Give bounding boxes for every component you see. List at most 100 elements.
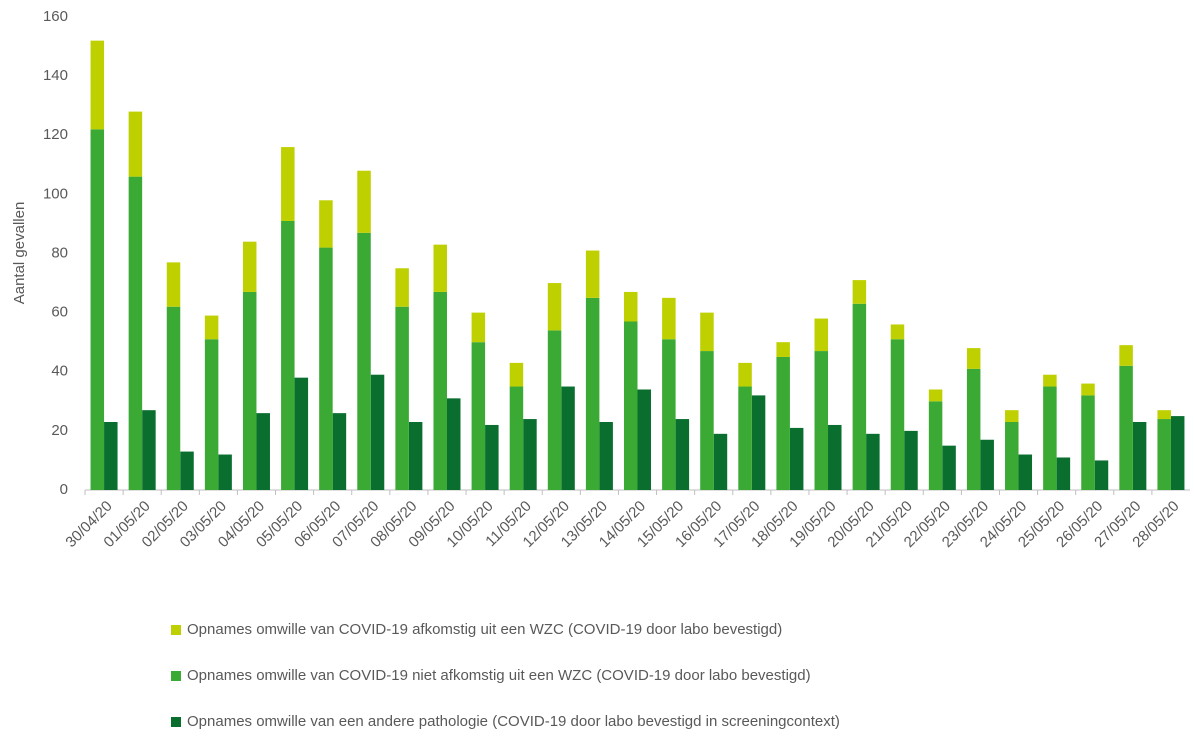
bar xyxy=(90,40,105,130)
bar xyxy=(357,232,371,490)
bar xyxy=(1119,365,1133,490)
y-tick-label: 0 xyxy=(60,481,68,498)
bar xyxy=(204,315,219,340)
bar xyxy=(166,306,181,490)
bar xyxy=(319,200,333,248)
legend-label: Opnames omwille van COVID-19 afkomstig u… xyxy=(187,621,782,638)
bar xyxy=(776,356,790,490)
bar xyxy=(624,321,638,490)
bar xyxy=(624,291,638,322)
bar xyxy=(1157,410,1171,420)
bar xyxy=(357,170,371,233)
bar xyxy=(585,250,600,298)
bar xyxy=(90,129,105,490)
y-tick-label: 100 xyxy=(43,185,68,202)
bar xyxy=(471,312,486,343)
bar xyxy=(1005,410,1019,423)
bar xyxy=(180,451,194,490)
bar xyxy=(738,362,752,387)
legend-marker xyxy=(171,625,181,635)
bar xyxy=(662,297,676,340)
bar xyxy=(1081,395,1095,490)
y-tick-label: 40 xyxy=(51,363,68,380)
legend-marker xyxy=(171,671,181,681)
bar xyxy=(509,386,524,490)
bar xyxy=(1043,374,1057,387)
bar xyxy=(866,433,880,490)
bar xyxy=(128,176,143,490)
bar xyxy=(142,410,156,490)
bar xyxy=(738,386,752,490)
bar xyxy=(561,386,575,490)
bar xyxy=(395,306,409,490)
bar xyxy=(585,297,600,490)
y-tick-label: 60 xyxy=(51,304,68,321)
bar xyxy=(218,454,232,490)
bar xyxy=(852,303,867,490)
y-axis-label: Aantal gevallen xyxy=(11,202,28,305)
bar xyxy=(1132,422,1147,490)
y-tick-label: 160 xyxy=(43,8,68,25)
bar xyxy=(408,422,423,490)
bar xyxy=(204,339,219,490)
bar xyxy=(675,419,690,490)
legend-marker xyxy=(171,717,181,727)
bar xyxy=(294,377,309,490)
legend-label: Opnames omwille van COVID-19 niet afkoms… xyxy=(187,667,811,684)
bar xyxy=(523,419,537,490)
bar xyxy=(1157,419,1171,490)
bar xyxy=(1094,460,1109,490)
bar xyxy=(433,291,447,490)
bar xyxy=(599,422,613,490)
bar xyxy=(789,427,804,490)
bar xyxy=(471,342,486,490)
legend-label: Opnames omwille van een andere pathologi… xyxy=(187,713,840,730)
bar xyxy=(1043,386,1057,490)
bar xyxy=(166,262,181,307)
bar xyxy=(928,389,943,402)
bar xyxy=(700,351,714,490)
y-tick-label: 80 xyxy=(51,244,68,261)
bar xyxy=(776,342,790,357)
bar xyxy=(547,330,562,490)
y-tick-label: 120 xyxy=(43,126,68,143)
bar xyxy=(980,439,994,490)
bar xyxy=(1081,383,1095,396)
bar xyxy=(1119,345,1133,366)
bar xyxy=(1170,416,1185,490)
bar xyxy=(700,312,714,352)
bar xyxy=(446,398,461,490)
bar xyxy=(637,389,651,490)
bar xyxy=(547,283,562,331)
bar xyxy=(485,424,499,490)
bar xyxy=(814,351,829,490)
bar xyxy=(332,413,347,490)
bar xyxy=(104,422,118,490)
y-tick-label: 140 xyxy=(43,67,68,84)
bar xyxy=(1018,454,1033,490)
bar xyxy=(433,244,447,292)
bar xyxy=(966,348,981,369)
bar xyxy=(256,413,270,490)
bar xyxy=(509,362,524,387)
bar xyxy=(828,424,842,490)
bar xyxy=(319,247,333,490)
bar xyxy=(128,111,143,177)
bar xyxy=(966,368,981,490)
bar xyxy=(890,339,905,490)
bar xyxy=(395,268,409,307)
bar xyxy=(281,147,295,221)
y-tick-label: 20 xyxy=(51,422,68,439)
bar xyxy=(751,395,766,490)
bar xyxy=(814,318,829,352)
bar xyxy=(1056,457,1071,490)
bar xyxy=(242,291,257,490)
bar xyxy=(281,220,295,490)
bar xyxy=(370,374,385,490)
bar xyxy=(928,401,943,490)
bar xyxy=(904,430,918,490)
bar xyxy=(713,433,728,490)
bar xyxy=(942,445,956,490)
bar xyxy=(242,241,257,292)
